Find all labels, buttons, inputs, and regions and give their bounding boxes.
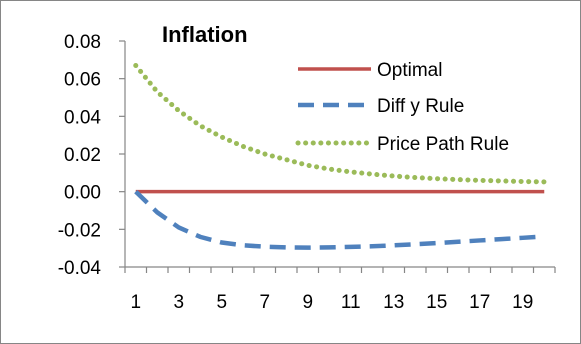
x-tick-label: 11 (341, 292, 361, 313)
x-tick-label: 13 (383, 292, 404, 313)
y-tick-label: -0.02 (58, 220, 101, 241)
tick-label-layer: 0.080.060.040.020.00-0.02-0.041 3 5 7 9 11 13 1… (58, 32, 534, 313)
legend-label: Price Path Rule (377, 134, 509, 155)
series-line-price-path-rule (133, 62, 547, 185)
y-tick-label: 0.00 (64, 183, 101, 204)
x-tick-label: 1 (130, 292, 141, 313)
y-tick-label: 0.08 (64, 32, 101, 53)
y-tick-label: 0.04 (64, 107, 101, 128)
series-line-diff-y-rule (134, 190, 545, 250)
legend-label: Optimal (377, 60, 442, 81)
x-tick-label: 19 (512, 292, 533, 313)
y-tick-label: 0.06 (64, 70, 101, 91)
legend: Optimal Diff y Rule Price Path Rule (295, 60, 509, 155)
x-tick-label: 17 (469, 292, 490, 313)
x-tick-label: 9 (302, 292, 313, 313)
axis-layer (119, 40, 556, 273)
x-tick-label: 15 (426, 292, 447, 313)
chart-title: Inflation (162, 22, 248, 47)
x-tick-label: 3 (173, 292, 184, 313)
y-tick-label: 0.02 (64, 145, 101, 166)
series-layer (133, 62, 547, 250)
y-tick-label: -0.04 (58, 258, 102, 279)
legend-label: Diff y Rule (377, 96, 464, 117)
x-tick-label: 7 (259, 292, 270, 313)
x-tick-label: 5 (216, 292, 227, 313)
